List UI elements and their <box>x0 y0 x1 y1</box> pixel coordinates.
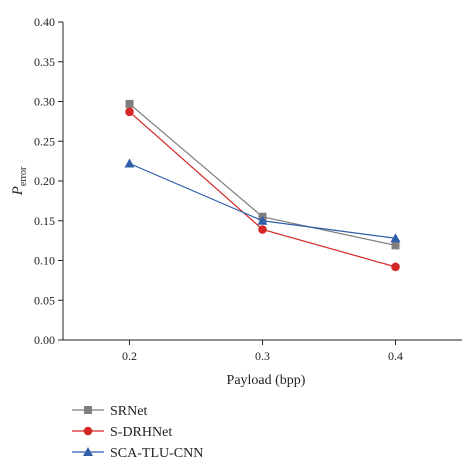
y-tick-label: 0.00 <box>34 333 55 347</box>
axes <box>62 22 462 341</box>
series-point-1 <box>258 225 267 234</box>
y-tick-label: 0.20 <box>34 174 55 188</box>
legend-label-1: S-DRHNet <box>110 425 172 440</box>
y-axis-label-main: P <box>10 186 26 196</box>
x-tick-label: 0.2 <box>122 349 137 363</box>
y-tick-label: 0.30 <box>34 95 55 109</box>
y-ticks: 0.00 0.05 0.10 0.15 0.20 0.25 0.30 0.35 0.40 <box>34 15 63 347</box>
legend: SRNet S-DRHNet SCA-TLU-CNN <box>72 404 203 461</box>
y-tick-label: 0.40 <box>34 15 55 29</box>
y-axis-label: Perror <box>10 166 29 196</box>
y-tick-label: 0.05 <box>34 293 55 307</box>
legend-marker-2 <box>83 447 93 456</box>
y-tick-label: 0.10 <box>34 254 55 268</box>
x-tick-label: 0.4 <box>388 349 403 363</box>
legend-label-0: SRNet <box>110 404 147 419</box>
x-axis-label: Payload (bpp) <box>227 373 306 388</box>
y-axis-label-sub: error <box>18 166 29 186</box>
x-ticks: 0.2 0.3 0.4 <box>122 340 403 363</box>
series-line-1 <box>129 111 396 268</box>
series-point-2 <box>257 215 268 225</box>
series-point-2 <box>390 233 401 243</box>
y-tick-label: 0.25 <box>34 134 55 148</box>
series-layer <box>124 99 401 272</box>
series-point-0 <box>391 241 400 250</box>
legend-marker-1 <box>83 426 93 436</box>
series-point-0 <box>125 99 134 108</box>
series-point-1 <box>391 262 400 272</box>
y-tick-label: 0.35 <box>34 55 55 69</box>
legend-marker-0 <box>84 406 92 414</box>
x-tick-label: 0.3 <box>255 349 270 363</box>
series-point-1 <box>125 107 134 117</box>
y-tick-label: 0.15 <box>34 214 55 228</box>
series-point-2 <box>124 158 135 168</box>
legend-label-2: SCA-TLU-CNN <box>110 446 203 461</box>
